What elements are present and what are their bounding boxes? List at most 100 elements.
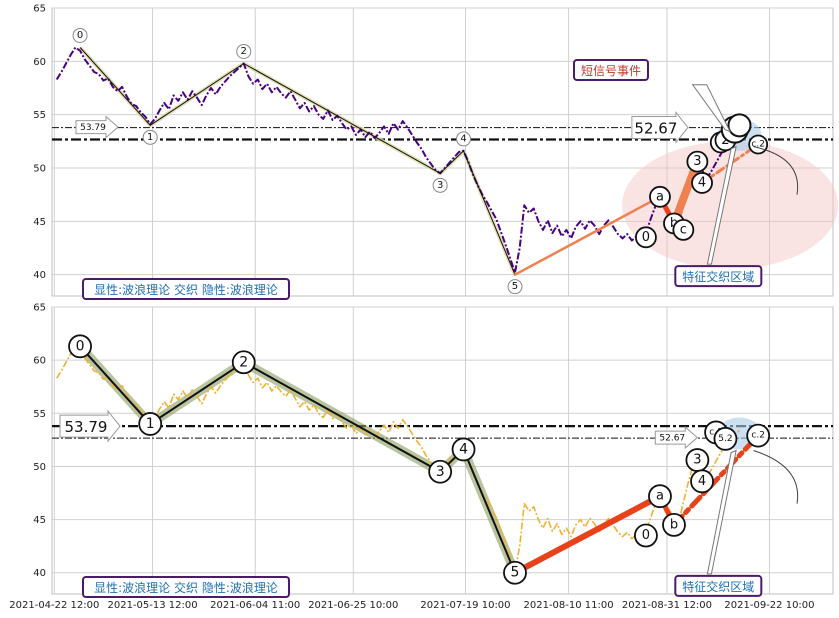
bottom-subwave-4-label: 4 (698, 474, 706, 489)
top-curve-arrow (753, 146, 799, 195)
top-wave-line (79, 47, 516, 275)
top-wave-4-marker (456, 131, 472, 147)
top-subwave-c-2-label: c.2 (751, 140, 765, 150)
bottom-wave-2-marker (231, 350, 256, 375)
top-ytick-label: 55 (33, 110, 46, 121)
bottom-hline-label-small: 52.67 (659, 434, 685, 444)
top-peak-ring-2-marker (727, 113, 752, 138)
xtick-label: 2021-04-22 12:00 (9, 600, 99, 611)
top-wave-2-marker (236, 43, 252, 59)
bottom-zone-tag-box (674, 574, 763, 597)
bottom-info-tag-box (82, 576, 290, 598)
bottom-subwave-c-2-label: c.2 (751, 431, 765, 441)
xtick-label: 2021-07-19 10:00 (420, 600, 510, 611)
top-ytick-label: 65 (33, 4, 46, 15)
top-zone-arrow (706, 145, 737, 265)
bottom-hline-label-big-box (59, 409, 121, 443)
top-wave-0-label: 0 (77, 30, 83, 41)
bottom-wave-1-label: 1 (146, 416, 155, 432)
bottom-wave-4-marker (451, 437, 476, 462)
top-wave-1-marker (142, 129, 158, 145)
xtick-label: 2021-09-22 10:00 (724, 600, 814, 611)
bottom-subwave-b-marker (662, 513, 686, 537)
top-subwave-0-label: 0 (642, 230, 650, 245)
top-wave-1-label: 1 (147, 132, 153, 143)
bottom-wave-4-label: 4 (459, 441, 468, 457)
bottom-wave-bc2-leg (671, 433, 761, 528)
bottom-wave-5-marker (503, 560, 527, 585)
bottom-wave-3-label: 3 (436, 464, 445, 480)
xtick-label: 2021-06-25 10:00 (308, 600, 398, 611)
bottom-hline-label-small-box (654, 425, 699, 450)
xtick-label: 2021-06-04 11:00 (210, 600, 300, 611)
top-subwave-a-label: a (656, 189, 664, 204)
bottom-subwave-3-label: 3 (693, 453, 701, 468)
top-zone-tag-box (674, 265, 763, 288)
top-wave-b3-leg (669, 157, 702, 228)
bottom-info-tag: 显性:波浪理论 交织 隐性:波浪理论 (94, 580, 278, 595)
xtick-label: 2021-08-10 11:00 (524, 600, 614, 611)
bottom-subwave-5-2-label: 5.2 (718, 434, 732, 444)
top-info-tag: 显性:波浪理论 交织 隐性:波浪理论 (94, 282, 278, 297)
bottom-hline-label-big: 53.79 (65, 418, 108, 436)
top-hline-label-big: 52.67 (634, 119, 677, 137)
top-ytick-label: 50 (33, 164, 46, 175)
bottom-subwave-0-marker (634, 523, 658, 548)
top-wave-4c2-leg (700, 143, 760, 185)
xtick-label: 2021-05-13 12:00 (107, 600, 197, 611)
top-wave-5-marker (507, 279, 523, 295)
bottom-wave-3-marker (428, 459, 453, 484)
bottom-wave-5-label: 5 (511, 565, 520, 581)
bottom-curve-arrow (753, 450, 799, 504)
bottom-wave-a-leg (511, 493, 663, 576)
top-wave-0-marker (72, 27, 88, 43)
bottom-ytick-label: 45 (33, 515, 46, 526)
bottom-wave-line (79, 345, 516, 574)
top-hline-label-small-box (75, 115, 119, 139)
top-ytick-label: 40 (33, 270, 46, 281)
top-subwave-c-label: c (680, 222, 687, 237)
bottom-subwave-0-label: 0 (642, 528, 650, 543)
top-subwave-3-label: 3 (693, 154, 701, 169)
top-info-tag-box (82, 278, 290, 300)
top-plot-frame (51, 7, 834, 297)
bottom-wave-2-label: 2 (239, 354, 248, 370)
bottom-ytick-label: 55 (33, 409, 46, 420)
bottom-price-line (56, 345, 741, 572)
bottom-ytick-label: 40 (33, 568, 46, 579)
bottom-ytick-label: 50 (33, 462, 46, 473)
top-hline-label-big-box (631, 111, 689, 144)
bottom-wave-0-label: 0 (76, 338, 85, 354)
top-ytick-label: 45 (33, 217, 46, 228)
bottom-ytick-label: 65 (33, 303, 46, 314)
bottom-subwave-a-marker (648, 484, 672, 509)
top-wave-2-label: 2 (241, 46, 247, 57)
xtick-label: 2021-08-31 12:00 (622, 600, 712, 611)
top-subwave-2-label: 2 (721, 133, 729, 148)
bottom-subwave-4-marker (690, 469, 714, 494)
top-wave-a-leg (513, 195, 662, 276)
bottom-wave-0-marker (68, 334, 92, 359)
bottom-ytick-label: 60 (33, 356, 46, 367)
top-subwave-4-marker (691, 172, 713, 194)
top-wave-3-label: 3 (437, 180, 443, 191)
top-price-line (55, 46, 741, 274)
top-event-tag-box (573, 59, 649, 81)
top-subwave-3-marker (686, 150, 709, 173)
top-event-tag: 短信号事件 (581, 64, 641, 78)
top-subwave-c-marker (672, 218, 695, 241)
top-ytick-label: 60 (33, 57, 46, 68)
top-wave-5-label: 5 (512, 281, 518, 292)
top-subwave-a-marker (649, 185, 671, 208)
bottom-subwave-b-label: b (670, 517, 678, 532)
top-subwave-0-marker (635, 226, 657, 249)
bottom-subwave-5-2-marker (713, 426, 738, 451)
top-wave-3-marker (432, 177, 448, 193)
bottom-subwave-a-label: a (656, 489, 664, 504)
bottom-zone-tag: 特征交织区域 (682, 579, 754, 594)
top-subwave-4-label: 4 (698, 175, 706, 190)
bottom-wave-1-marker (138, 412, 163, 436)
top-wave-4-label: 4 (460, 133, 466, 144)
bottom-subwave-c-2-marker (746, 423, 771, 448)
